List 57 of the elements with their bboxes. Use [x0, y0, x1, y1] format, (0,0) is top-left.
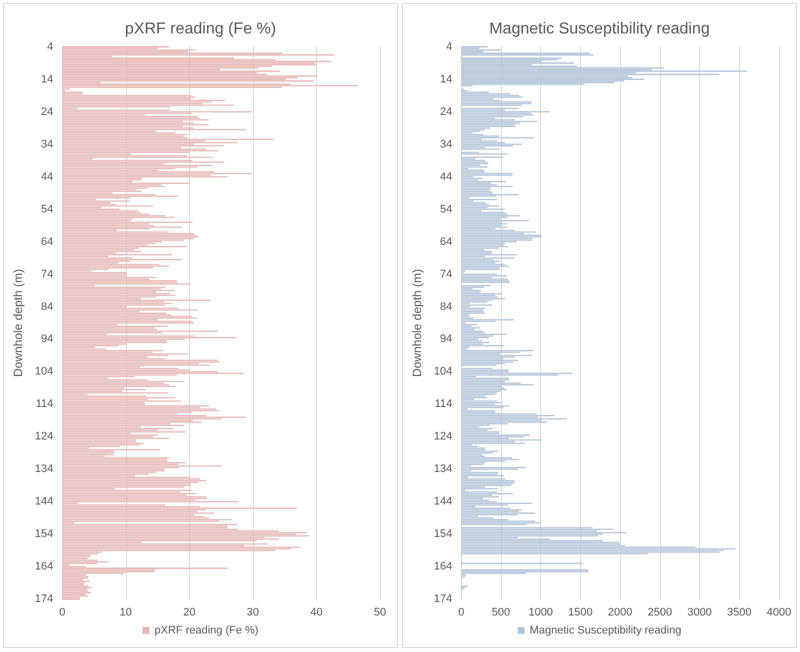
x-tick-label: 30	[246, 606, 260, 618]
y-tick-label: 4	[47, 40, 54, 53]
x-tick-label: 20	[183, 606, 196, 618]
x-tick-label: 50	[374, 606, 386, 618]
y-tick-label: 14	[41, 73, 54, 86]
x-tick-label: 1500	[568, 606, 593, 618]
legend-label: Magnetic Susceptibility reading	[530, 624, 682, 636]
y-tick-label: 154	[434, 528, 452, 540]
y-tick-label: 84	[440, 300, 452, 313]
y-tick-label: 54	[41, 203, 54, 216]
y-tick-label: 84	[41, 300, 54, 313]
y-tick-label: 154	[34, 528, 54, 540]
y-tick-label: 34	[440, 138, 452, 150]
y-tick-label: 174	[434, 593, 452, 606]
y-tick-label: 104	[434, 366, 452, 378]
y-tick-label: 54	[440, 203, 452, 216]
x-tick-label: 500	[492, 606, 510, 618]
x-tick-label: 4000	[766, 606, 792, 618]
y-tick-label: 134	[434, 463, 452, 476]
x-tick-label: 3000	[687, 606, 712, 618]
y-tick-label: 94	[41, 333, 54, 346]
chart-title: pXRF reading (Fe %)	[124, 20, 276, 38]
y-tick-label: 24	[440, 106, 452, 118]
x-tick-label: 2500	[648, 606, 672, 618]
y-tick-label: 174	[34, 593, 54, 606]
y-tick-label: 4	[446, 40, 452, 53]
x-tick-label: 0	[59, 606, 66, 618]
y-tick-label: 144	[34, 496, 54, 508]
y-axis-title: Downhole depth (m)	[11, 268, 25, 378]
y-tick-label: 114	[434, 398, 452, 410]
y-tick-label: 74	[41, 268, 54, 280]
y-tick-label: 64	[41, 236, 54, 248]
chart-title: Magnetic Susceptibility reading	[489, 20, 710, 38]
x-tick-label: 2000	[608, 606, 632, 618]
y-tick-label: 144	[434, 496, 452, 508]
y-tick-label: 34	[41, 138, 54, 150]
x-tick-label: 3500	[727, 606, 752, 618]
y-tick-label: 44	[440, 170, 452, 183]
y-tick-label: 164	[434, 560, 452, 573]
x-tick-label: 1000	[528, 606, 553, 618]
x-tick-label: 40	[310, 606, 323, 618]
x-tick-label: 10	[120, 606, 132, 618]
y-tick-label: 134	[34, 463, 54, 476]
y-tick-label: 14	[440, 73, 452, 86]
y-tick-label: 64	[440, 236, 452, 248]
y-tick-label: 94	[440, 333, 452, 346]
legend-label: pXRF reading (Fe %)	[154, 624, 258, 636]
y-tick-label: 164	[34, 560, 54, 573]
y-tick-label: 124	[34, 430, 54, 443]
y-tick-label: 44	[41, 170, 54, 183]
y-tick-label: 114	[36, 398, 54, 410]
x-tick-label: 0	[458, 606, 464, 618]
y-tick-label: 74	[440, 268, 452, 280]
y-tick-label: 24	[41, 106, 54, 118]
y-tick-label: 124	[434, 430, 452, 443]
y-tick-label: 104	[34, 366, 54, 378]
y-axis-title: Downhole depth (m)	[410, 268, 424, 378]
